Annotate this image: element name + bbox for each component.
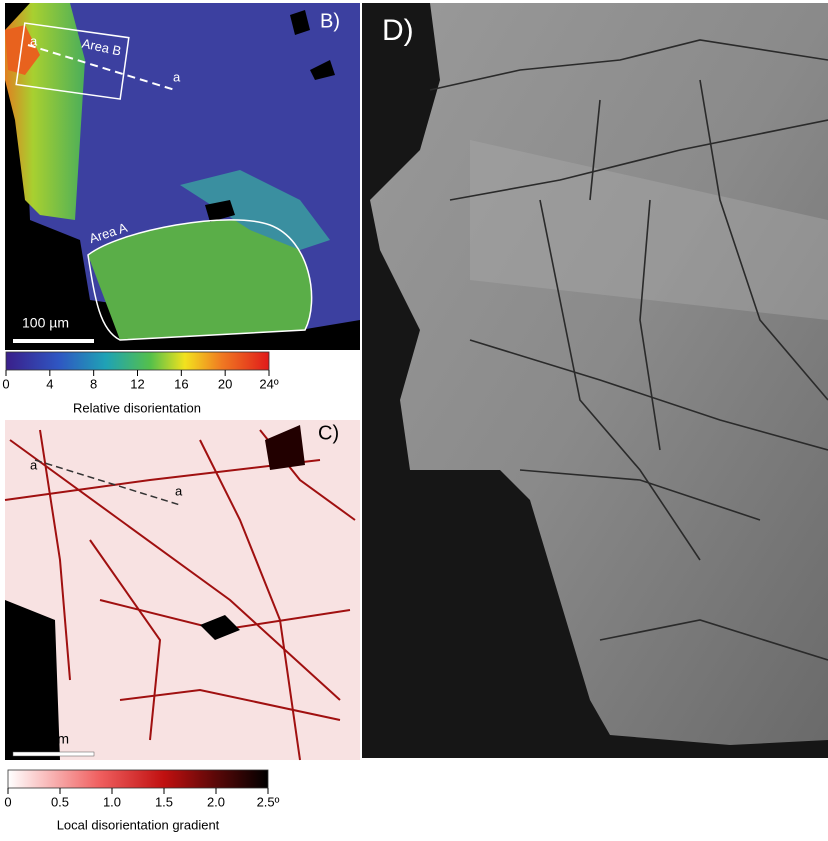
tick-label: 0 [4, 794, 11, 809]
tick-label: 20 [218, 376, 232, 391]
scale-bar-label: 100 µm [22, 731, 69, 747]
tick-label: 24º [259, 376, 278, 391]
tick-label: 16 [174, 376, 188, 391]
tick-label: 4 [46, 376, 53, 391]
panel-label: B) [320, 10, 340, 32]
figure: B) Area B Area A a a 100 µm Relative dis… [0, 0, 828, 836]
scale-bar-label: 100 µm [22, 315, 69, 331]
profile-label: a [175, 483, 183, 498]
panel-d: D) [362, 3, 828, 758]
colorbar: Relative disorientation 0 4 8 12 16 20 24º [2, 352, 278, 415]
colorbar-title: Relative disorientation [73, 400, 201, 415]
tick-label: 1.5 [155, 794, 173, 809]
panel-c: C) a a 100 µm [5, 420, 360, 760]
profile-label: a [173, 69, 181, 84]
colorbar-title: Local disorientation gradient [57, 817, 220, 832]
panel-label: C) [318, 422, 339, 444]
profile-label: a [30, 457, 38, 472]
tick-label: 0 [2, 376, 9, 391]
tick-label: 2.0 [207, 794, 225, 809]
tick-label: 1.0 [103, 794, 121, 809]
colorbar: Local disorientation gradient 0 0.5 1.0 1.5… [4, 770, 279, 832]
panel-label: D) [382, 14, 414, 47]
tick-label: 8 [90, 376, 97, 391]
profile-label: a [30, 33, 38, 48]
tick-label: 0.5 [51, 794, 69, 809]
tick-label: 12 [130, 376, 144, 391]
tick-label: 2.5º [257, 794, 280, 809]
panel-b: B) Area B Area A a a 100 µm [5, 3, 360, 350]
